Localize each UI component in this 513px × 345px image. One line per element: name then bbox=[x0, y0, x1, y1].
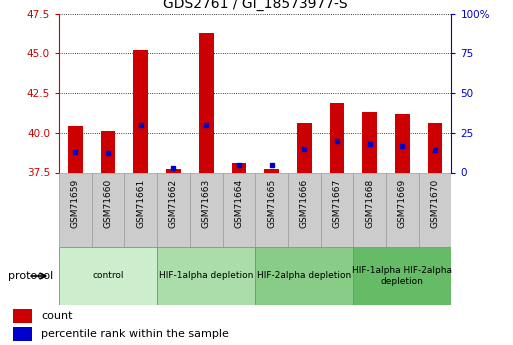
Bar bbox=[133, 50, 148, 172]
Text: GSM71665: GSM71665 bbox=[267, 178, 276, 228]
Bar bbox=[124, 172, 157, 247]
Bar bbox=[428, 123, 442, 172]
Bar bbox=[223, 172, 255, 247]
Title: GDS2761 / GI_18573977-S: GDS2761 / GI_18573977-S bbox=[163, 0, 347, 11]
Text: HIF-2alpha depletion: HIF-2alpha depletion bbox=[257, 272, 351, 280]
Bar bbox=[255, 247, 353, 305]
Bar bbox=[157, 247, 255, 305]
Text: GSM71670: GSM71670 bbox=[430, 178, 440, 228]
Text: control: control bbox=[92, 272, 124, 280]
Bar bbox=[353, 247, 451, 305]
Bar bbox=[362, 112, 377, 172]
Bar bbox=[395, 114, 410, 172]
Bar bbox=[231, 163, 246, 172]
Bar bbox=[92, 172, 125, 247]
Bar bbox=[288, 172, 321, 247]
Bar bbox=[190, 172, 223, 247]
Bar bbox=[386, 172, 419, 247]
Text: GSM71668: GSM71668 bbox=[365, 178, 374, 228]
Text: HIF-1alpha depletion: HIF-1alpha depletion bbox=[159, 272, 253, 280]
Bar bbox=[59, 172, 92, 247]
Text: GSM71659: GSM71659 bbox=[71, 178, 80, 228]
Text: GSM71660: GSM71660 bbox=[104, 178, 112, 228]
Bar bbox=[166, 169, 181, 172]
Text: protocol: protocol bbox=[8, 271, 53, 281]
Bar bbox=[321, 172, 353, 247]
Text: GSM71663: GSM71663 bbox=[202, 178, 211, 228]
Text: GSM71667: GSM71667 bbox=[332, 178, 342, 228]
Bar bbox=[101, 131, 115, 172]
Bar bbox=[330, 103, 344, 172]
Bar bbox=[68, 127, 83, 172]
Bar bbox=[199, 33, 213, 173]
Bar bbox=[264, 169, 279, 172]
Text: GSM71662: GSM71662 bbox=[169, 178, 178, 228]
Bar bbox=[419, 172, 451, 247]
Bar bbox=[59, 247, 157, 305]
Text: GSM71661: GSM71661 bbox=[136, 178, 145, 228]
Text: GSM71664: GSM71664 bbox=[234, 178, 243, 228]
Bar bbox=[353, 172, 386, 247]
Text: percentile rank within the sample: percentile rank within the sample bbox=[41, 329, 229, 339]
Bar bbox=[13, 327, 32, 341]
Bar bbox=[13, 309, 32, 323]
Bar bbox=[255, 172, 288, 247]
Bar bbox=[157, 172, 190, 247]
Text: GSM71669: GSM71669 bbox=[398, 178, 407, 228]
Bar bbox=[297, 123, 311, 172]
Text: GSM71666: GSM71666 bbox=[300, 178, 309, 228]
Text: HIF-1alpha HIF-2alpha
depletion: HIF-1alpha HIF-2alpha depletion bbox=[352, 266, 452, 286]
Text: count: count bbox=[41, 312, 72, 322]
